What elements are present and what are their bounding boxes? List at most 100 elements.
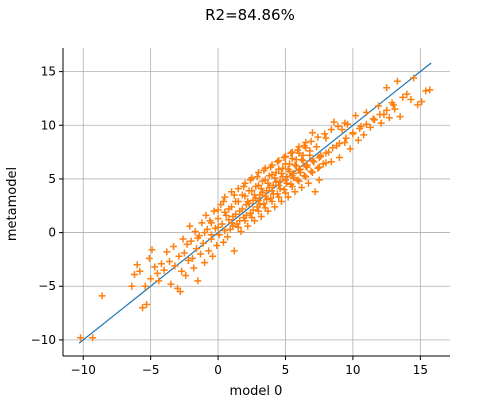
- data-point: [271, 174, 279, 182]
- data-point: [308, 168, 316, 176]
- data-point: [391, 105, 399, 113]
- data-point: [304, 179, 312, 187]
- data-point: [194, 277, 202, 285]
- data-point: [396, 113, 404, 121]
- data-point: [244, 222, 252, 230]
- data-point: [238, 205, 246, 213]
- data-point: [228, 219, 236, 227]
- data-point: [257, 212, 265, 220]
- data-point: [294, 146, 302, 154]
- data-point: [261, 192, 269, 200]
- y-tick-label: 15: [41, 65, 56, 79]
- data-point: [295, 166, 303, 174]
- data-point: [314, 164, 322, 172]
- data-point: [283, 179, 291, 187]
- data-point: [334, 122, 342, 130]
- data-point: [241, 217, 249, 225]
- data-point: [327, 158, 335, 166]
- data-point: [375, 102, 383, 110]
- data-point: [197, 250, 205, 258]
- data-point: [308, 129, 316, 137]
- data-point: [151, 263, 159, 271]
- data-point: [179, 235, 187, 243]
- data-point: [377, 119, 385, 127]
- data-point: [410, 74, 418, 82]
- data-point: [184, 256, 192, 264]
- data-point: [284, 193, 292, 201]
- data-point: [267, 163, 275, 171]
- data-point: [284, 165, 292, 173]
- data-point: [248, 214, 256, 222]
- y-axis-label: metamodel: [5, 167, 20, 241]
- data-point: [322, 134, 330, 142]
- data-point: [192, 245, 200, 253]
- data-point: [383, 84, 391, 92]
- data-point: [385, 114, 393, 122]
- data-point: [310, 158, 318, 166]
- data-point: [229, 222, 237, 230]
- data-point: [269, 190, 277, 198]
- data-point: [190, 264, 198, 272]
- data-point: [288, 155, 296, 163]
- data-point: [294, 176, 302, 184]
- data-point: [214, 215, 222, 223]
- data-point: [302, 173, 310, 181]
- data-point: [327, 126, 335, 134]
- data-point: [244, 197, 252, 205]
- data-point: [246, 176, 254, 184]
- data-point: [228, 203, 236, 211]
- data-point: [163, 248, 171, 256]
- data-point: [166, 258, 174, 266]
- data-point: [399, 93, 407, 101]
- data-point: [139, 304, 147, 312]
- data-point: [143, 300, 151, 308]
- data-point: [201, 229, 209, 237]
- data-point: [255, 168, 263, 176]
- chart-title: R2=84.86%: [205, 6, 295, 24]
- data-point: [219, 197, 227, 205]
- data-point: [315, 176, 323, 184]
- data-point: [346, 145, 354, 153]
- data-point: [275, 193, 283, 201]
- data-point: [264, 179, 272, 187]
- data-point: [322, 149, 330, 157]
- data-point: [338, 126, 346, 134]
- data-point: [205, 247, 213, 255]
- data-point: [260, 166, 268, 174]
- data-point: [341, 119, 349, 127]
- data-point: [276, 185, 284, 193]
- y-tick-label: −10: [31, 333, 56, 347]
- data-point: [295, 149, 303, 157]
- data-point: [241, 179, 249, 187]
- data-point: [306, 151, 314, 159]
- data-point: [322, 159, 330, 167]
- data-point: [321, 130, 329, 138]
- data-point: [77, 334, 85, 342]
- data-point: [202, 211, 210, 219]
- data-point: [237, 228, 245, 236]
- data-point: [302, 162, 310, 170]
- data-point: [209, 252, 217, 260]
- data-point: [248, 187, 256, 195]
- data-point: [234, 185, 242, 193]
- data-point: [218, 220, 226, 228]
- data-point: [307, 167, 315, 175]
- data-point: [255, 196, 263, 204]
- data-point: [261, 204, 269, 212]
- data-points: [77, 74, 434, 342]
- data-point: [180, 249, 188, 257]
- data-point: [362, 108, 370, 116]
- x-tick-label: 0: [214, 363, 222, 377]
- data-point: [366, 123, 374, 131]
- data-point: [407, 96, 415, 104]
- data-point: [287, 149, 295, 157]
- data-point: [376, 111, 384, 119]
- data-point: [234, 223, 242, 231]
- data-point: [383, 106, 391, 114]
- data-point: [403, 90, 411, 98]
- data-point: [360, 131, 368, 139]
- data-point: [255, 207, 263, 215]
- data-point: [300, 142, 308, 150]
- data-point: [130, 270, 138, 278]
- data-point: [219, 238, 227, 246]
